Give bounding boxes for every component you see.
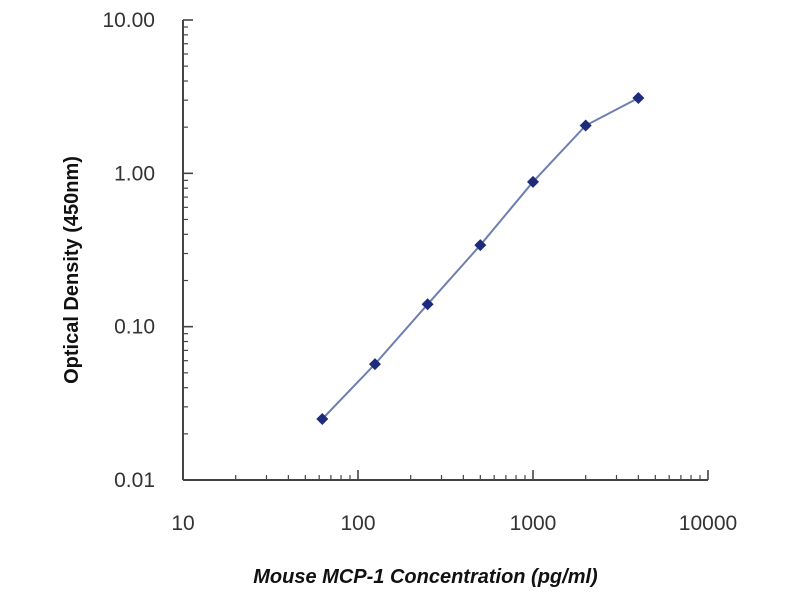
data-point-marker [579,119,592,132]
data-point-marker [316,412,329,425]
data-point-marker [527,175,539,188]
y-ticks: 0.01 0.10 1.00 10.00 [102,9,193,492]
x-tick-label: 100 [340,512,375,535]
data-point-marker [368,358,381,371]
x-tick-label: 10000 [679,512,737,535]
y-tick-label: 0.10 [114,316,155,339]
x-tick-label: 1000 [510,512,557,535]
series-line [321,97,639,420]
data-point-marker [474,239,487,252]
y-axis-title: Optical Density (450nm) [61,156,83,384]
y-tick-label: 1.00 [114,162,155,185]
axes [182,20,708,481]
series-layer [316,91,645,425]
y-tick-label: 10.00 [102,9,155,32]
x-tick-label: 10 [171,512,194,535]
y-tick-label: 0.01 [114,469,155,492]
x-ticks: 10 100 1000 10000 [171,470,737,535]
data-point-marker [632,91,645,104]
data-point-marker [421,298,434,311]
x-axis-title: Mouse MCP-1 Concentration (pg/ml) [253,566,598,588]
